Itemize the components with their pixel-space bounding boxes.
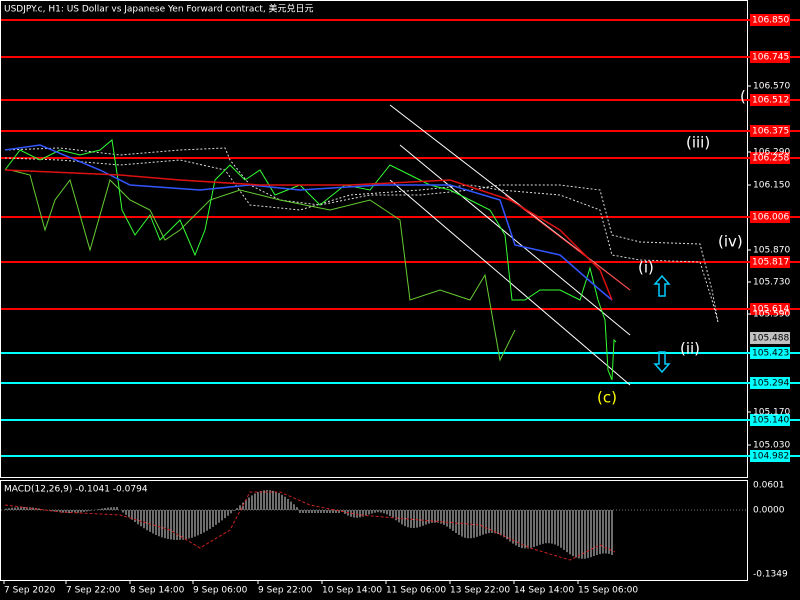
price-level-box (750, 94, 790, 106)
main-panel (0, 0, 748, 478)
price-level-label: 106.258 (752, 154, 789, 164)
time-axis-label: 13 Sep 22:00 (450, 586, 510, 596)
price-level-label: 105.294 (752, 379, 789, 389)
arrow-up (653, 274, 671, 297)
price-level-box (750, 51, 790, 63)
price-level-box (750, 414, 790, 426)
wave-label: (iii) (686, 134, 710, 152)
price-level-label: 106.512 (752, 96, 789, 106)
macd-axis-label: 0.0601 (753, 481, 785, 491)
price-axis-label: 105.730 (753, 278, 790, 288)
wave-label: (i) (638, 259, 654, 277)
price-level-label: 105.614 (752, 305, 789, 315)
price-level-label: 106.375 (752, 127, 789, 137)
price-level-box (750, 14, 790, 26)
wave-label: ( (740, 88, 746, 106)
price-axis-label: 105.170 (753, 408, 790, 418)
ma-red (4, 169, 613, 301)
price-level-box (750, 256, 790, 268)
price-level-label: 106.745 (752, 53, 789, 63)
trend-line (504, 194, 631, 291)
ma-blue (4, 144, 613, 301)
time-axis-label: 11 Sep 06:00 (386, 586, 446, 596)
price-level-box (750, 211, 790, 223)
price-level-label: 105.423 (752, 349, 789, 359)
time-axis-label: 9 Sep 22:00 (258, 586, 313, 596)
price-level-label: 106.006 (752, 213, 789, 223)
price-level-box (750, 347, 790, 359)
levels (1, 19, 800, 457)
arrow-down (653, 351, 671, 374)
price-axis-label: 106.150 (753, 181, 790, 191)
price-level-label: 105.817 (752, 258, 789, 268)
current-price-label: 105.488 (752, 334, 789, 344)
time-axis-label: 7 Sep 2020 (4, 586, 56, 596)
price-axis-label: 105.590 (753, 310, 790, 320)
price-level-box (750, 450, 790, 462)
macd-axis-label: 0.0000 (753, 506, 785, 516)
axes: 106.850 106.745 106.512 106.375 106.258 106.0… (3, 14, 790, 596)
time-axis-label: 10 Sep 14:00 (322, 586, 382, 596)
channel-mid (399, 144, 631, 336)
wave-label: (iv) (718, 233, 743, 251)
time-axis-label: 15 Sep 06:00 (578, 586, 638, 596)
price-level-label: 105.140 (752, 416, 789, 426)
price-level-label: 106.850 (752, 16, 789, 26)
time-axis-label: 8 Sep 14:00 (130, 586, 185, 596)
price-level-box (750, 377, 790, 389)
macd-axis-label: -0.1349 (753, 570, 788, 580)
price-line (4, 139, 617, 381)
cloud-lower (4, 157, 719, 323)
time-axis-label: 7 Sep 22:00 (66, 586, 121, 596)
current-price-box (750, 332, 790, 344)
price-level-box (750, 125, 790, 137)
price-axis-label: 106.290 (753, 148, 790, 158)
price-axis-label: 106.570 (753, 82, 790, 92)
macd-panel (0, 480, 748, 581)
macd-signal (4, 491, 616, 561)
wave-label: (c) (597, 389, 617, 407)
price-level-label: 104.982 (752, 452, 789, 462)
price-level-box (750, 303, 790, 315)
time-axis-label: 9 Sep 06:00 (193, 586, 248, 596)
macd-label: MACD(12,26,9) -0.1041 -0.0794 (4, 485, 148, 495)
chikou-line (9, 169, 516, 362)
wave-label: (ii) (680, 340, 700, 358)
annotations: ( (iii) (iv) (i) (ii) (c) (597, 88, 746, 407)
chart-title: USDJPY.c, H1: US Dollar vs Japanese Yen … (4, 3, 314, 15)
cloud-upper (4, 147, 719, 323)
price-level-box (750, 152, 790, 164)
time-axis-label: 14 Sep 14:00 (514, 586, 574, 596)
price-axis-label: 105.030 (753, 441, 790, 451)
price-axis-label: 105.870 (753, 246, 790, 256)
